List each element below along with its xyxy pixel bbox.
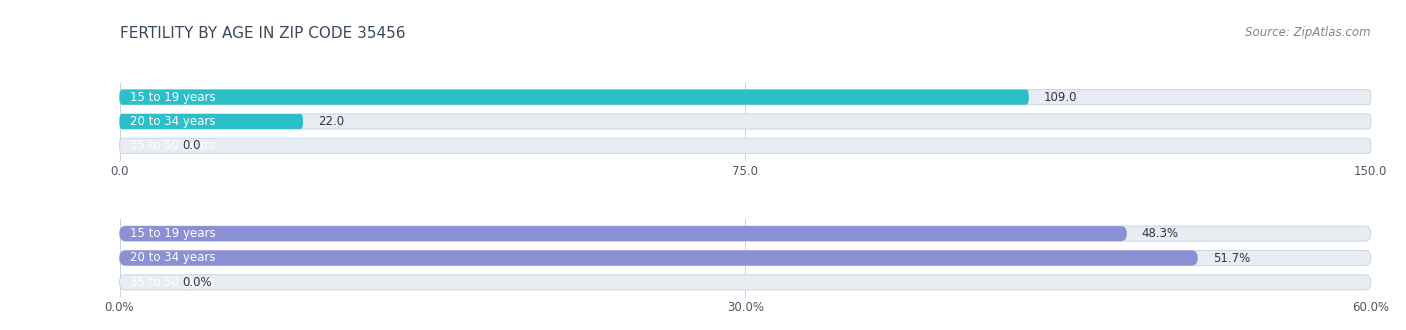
Text: 20 to 34 years: 20 to 34 years [129, 251, 215, 265]
FancyBboxPatch shape [120, 114, 304, 129]
FancyBboxPatch shape [120, 89, 1371, 105]
FancyBboxPatch shape [120, 250, 1371, 266]
Text: 109.0: 109.0 [1043, 91, 1077, 104]
Text: 48.3%: 48.3% [1142, 227, 1180, 240]
Text: 15 to 19 years: 15 to 19 years [129, 227, 215, 240]
FancyBboxPatch shape [120, 89, 1029, 105]
Text: 0.0%: 0.0% [183, 276, 212, 289]
Text: 0.0: 0.0 [183, 139, 201, 152]
Text: 22.0: 22.0 [318, 115, 344, 128]
Text: 20 to 34 years: 20 to 34 years [129, 115, 215, 128]
FancyBboxPatch shape [120, 114, 1371, 129]
Text: Source: ZipAtlas.com: Source: ZipAtlas.com [1246, 26, 1371, 39]
Text: 35 to 50 years: 35 to 50 years [129, 276, 215, 289]
Text: FERTILITY BY AGE IN ZIP CODE 35456: FERTILITY BY AGE IN ZIP CODE 35456 [120, 26, 405, 41]
Text: 15 to 19 years: 15 to 19 years [129, 91, 215, 104]
Text: 35 to 50 years: 35 to 50 years [129, 139, 215, 152]
FancyBboxPatch shape [120, 138, 1371, 153]
FancyBboxPatch shape [120, 275, 1371, 290]
FancyBboxPatch shape [120, 226, 1371, 241]
FancyBboxPatch shape [120, 250, 1198, 266]
FancyBboxPatch shape [120, 226, 1126, 241]
Text: 51.7%: 51.7% [1213, 251, 1250, 265]
